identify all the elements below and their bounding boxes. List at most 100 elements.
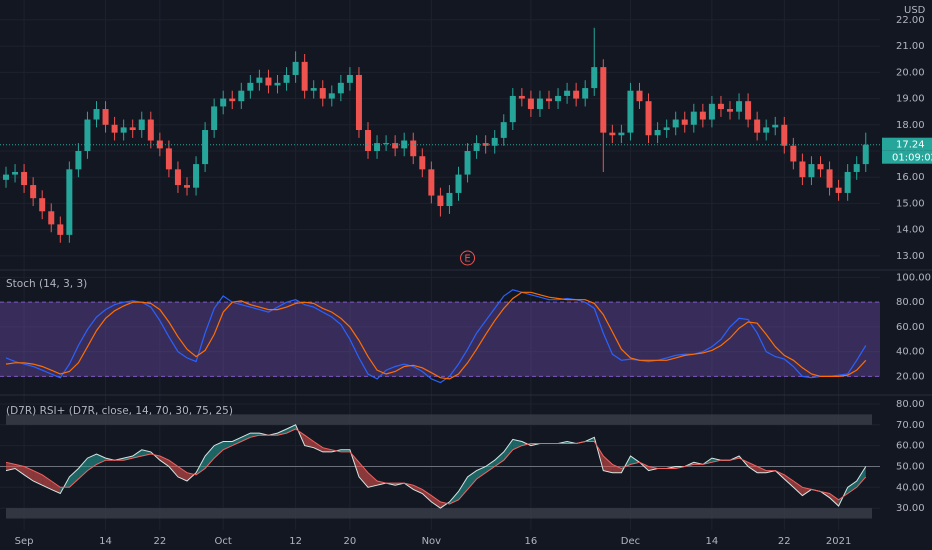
rsi-fill bbox=[612, 464, 622, 473]
candle-body bbox=[835, 187, 842, 193]
candle-body bbox=[30, 185, 37, 199]
x-tick-label: 14 bbox=[706, 536, 719, 547]
rsi-fill bbox=[205, 445, 215, 469]
rsi-fill bbox=[250, 433, 260, 438]
rsi-fill bbox=[793, 481, 803, 496]
rsi-fill bbox=[431, 495, 441, 509]
candle-body bbox=[654, 130, 661, 136]
rsi-fill bbox=[368, 472, 378, 488]
y-tick-label: 16.00 bbox=[896, 172, 925, 183]
candle-body bbox=[636, 90, 643, 102]
candle-body bbox=[627, 90, 634, 133]
rsi-fill bbox=[87, 453, 97, 471]
candle-body bbox=[437, 195, 444, 207]
candle-body bbox=[75, 150, 82, 170]
candle-body bbox=[337, 82, 344, 94]
x-tick-label: Oct bbox=[215, 536, 232, 547]
candle-body bbox=[582, 88, 589, 99]
candle-body bbox=[708, 103, 715, 120]
candle-body bbox=[455, 174, 462, 193]
candle-body bbox=[238, 90, 245, 102]
rsi-level-band bbox=[6, 414, 872, 425]
y-tick-label: 22.00 bbox=[896, 15, 925, 26]
x-tick-label: 22 bbox=[153, 536, 166, 547]
rsi-fill bbox=[413, 485, 423, 494]
candle-body bbox=[790, 145, 797, 162]
candle-body bbox=[862, 144, 869, 165]
y-tick-label: 70.00 bbox=[896, 420, 925, 431]
rsi-fill bbox=[60, 476, 70, 494]
currency-label: USD bbox=[904, 5, 926, 16]
rsi-fill bbox=[847, 481, 857, 494]
candle-body bbox=[699, 111, 706, 120]
candle-body bbox=[184, 185, 190, 188]
candle-body bbox=[66, 169, 73, 235]
candle-body bbox=[57, 224, 64, 235]
rsi-fill bbox=[748, 462, 758, 473]
candle-body bbox=[138, 119, 145, 131]
candle-body bbox=[564, 90, 571, 96]
stoch-title: Stoch (14, 3, 3) bbox=[6, 278, 87, 290]
candle-body bbox=[799, 161, 806, 178]
candle-body bbox=[383, 143, 390, 145]
candle-body bbox=[817, 164, 824, 170]
candle-body bbox=[555, 95, 562, 102]
y-tick-label: 19.00 bbox=[896, 94, 925, 105]
candle-body bbox=[446, 192, 453, 207]
x-tick-label: 22 bbox=[778, 536, 791, 547]
last-price-label: 17.24 bbox=[896, 140, 925, 151]
candle-body bbox=[509, 95, 516, 123]
candle-body bbox=[690, 111, 697, 125]
candle-body bbox=[39, 198, 46, 212]
candle-body bbox=[292, 61, 299, 75]
candle-body bbox=[247, 82, 254, 91]
rsi-fill bbox=[377, 481, 387, 486]
candle-body bbox=[717, 103, 724, 110]
rsi-fill bbox=[422, 489, 432, 502]
y-tick-label: 18.00 bbox=[896, 120, 925, 131]
candle-body bbox=[808, 164, 815, 178]
candle-body bbox=[165, 148, 172, 170]
rsi-fill bbox=[494, 451, 504, 467]
candle-body bbox=[3, 174, 9, 180]
rsi-fill bbox=[829, 493, 839, 507]
candle-body bbox=[319, 88, 326, 99]
rsi-fill bbox=[78, 458, 88, 479]
candle-body bbox=[500, 122, 507, 138]
y-tick-label: 15.00 bbox=[896, 198, 925, 209]
y-tick-label: 30.00 bbox=[896, 503, 925, 514]
candle-body bbox=[283, 74, 290, 83]
candle-body bbox=[482, 143, 489, 146]
candle-body bbox=[374, 143, 381, 151]
candle-body bbox=[491, 137, 498, 146]
candle-body bbox=[736, 101, 743, 112]
stoch-line bbox=[5, 289, 867, 384]
candle-body bbox=[365, 130, 371, 151]
candle-body bbox=[527, 98, 534, 110]
candle-body bbox=[48, 211, 55, 225]
earnings-marker bbox=[460, 250, 476, 266]
candle-body bbox=[536, 98, 543, 110]
candle-body bbox=[401, 140, 408, 149]
rsi-fill bbox=[512, 439, 522, 450]
candle-body bbox=[392, 143, 399, 149]
candle-body bbox=[265, 77, 272, 86]
countdown-box bbox=[882, 150, 932, 164]
candle-body bbox=[727, 109, 733, 112]
rsi-fill bbox=[784, 474, 794, 488]
candle-body bbox=[428, 169, 435, 196]
x-tick-label: 14 bbox=[99, 536, 112, 547]
candle-body bbox=[21, 171, 28, 186]
rsi-fill bbox=[15, 464, 25, 475]
rsi-fill bbox=[286, 424, 296, 434]
candle-body bbox=[844, 171, 851, 193]
candle-body bbox=[129, 127, 136, 131]
rsi-fill bbox=[711, 458, 721, 463]
last-price-box bbox=[882, 137, 932, 151]
candle-body bbox=[573, 90, 580, 99]
rsi-fill bbox=[322, 447, 332, 452]
x-tick-label: 12 bbox=[289, 536, 302, 547]
candle-body bbox=[781, 124, 788, 146]
x-tick-label: 2021 bbox=[826, 536, 851, 547]
